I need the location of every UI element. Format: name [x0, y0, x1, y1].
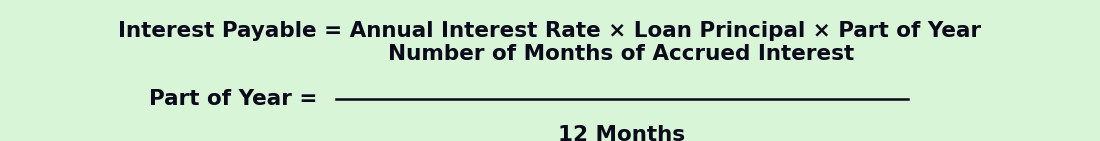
Text: Interest Payable = Annual Interest Rate × Loan Principal × Part of Year: Interest Payable = Annual Interest Rate … [119, 21, 981, 41]
Text: Number of Months of Accrued Interest: Number of Months of Accrued Interest [388, 44, 855, 64]
Text: 12 Months: 12 Months [558, 125, 685, 141]
Text: Part of Year =: Part of Year = [148, 89, 324, 109]
